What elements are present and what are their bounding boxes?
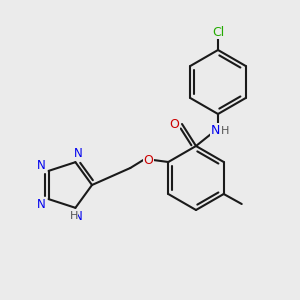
Text: O: O [169,118,179,130]
Text: Cl: Cl [212,26,224,38]
Text: H: H [70,212,78,221]
Text: N: N [74,210,82,223]
Text: N: N [37,159,46,172]
Text: N: N [210,124,220,136]
Text: H: H [221,126,229,136]
Text: N: N [37,198,46,211]
Text: N: N [74,147,82,160]
Text: O: O [143,154,153,166]
